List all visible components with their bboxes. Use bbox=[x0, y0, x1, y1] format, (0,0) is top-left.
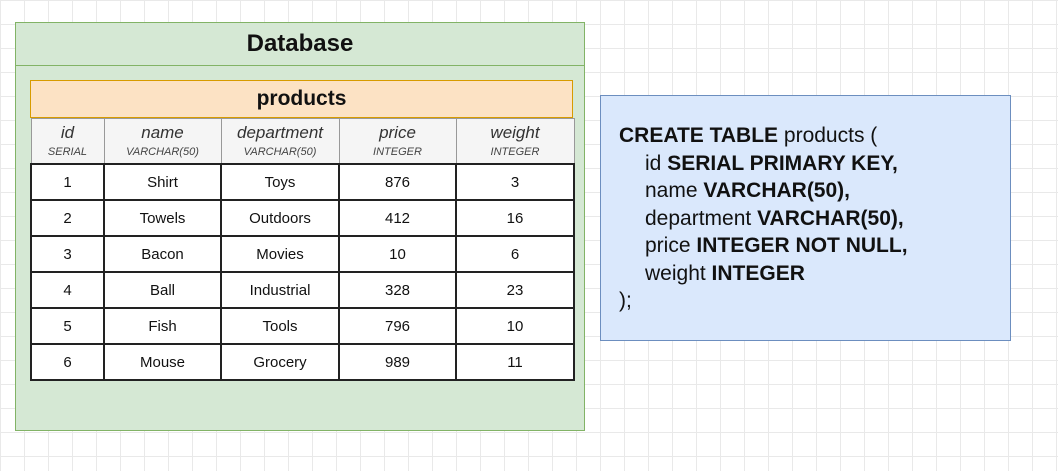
column-header-department: department VARCHAR(50) bbox=[220, 118, 340, 165]
table-cell: 10 bbox=[455, 307, 575, 345]
table-cell: Towels bbox=[103, 199, 222, 237]
products-table-container: products id SERIAL name VARCHAR(50) depart… bbox=[30, 80, 575, 381]
sql-column-type: INTEGER NOT NULL, bbox=[696, 234, 908, 257]
database-container: Database products id SERIAL name VARCHAR(5… bbox=[15, 22, 585, 431]
sql-column-type: SERIAL PRIMARY KEY, bbox=[667, 151, 898, 175]
sql-column-name: name bbox=[645, 179, 698, 202]
table-cell: 23 bbox=[455, 271, 575, 309]
table-cell: 989 bbox=[338, 343, 457, 381]
table-cell: 1 bbox=[30, 163, 105, 201]
sql-keyword: CREATE TABLE bbox=[619, 124, 779, 147]
table-cell: 876 bbox=[338, 163, 457, 201]
sql-column-type: INTEGER bbox=[711, 261, 805, 285]
table-cell: 5 bbox=[30, 307, 105, 345]
column-type: VARCHAR(50) bbox=[126, 146, 199, 158]
sql-column-name: price bbox=[645, 234, 691, 257]
table-cell: Movies bbox=[220, 235, 340, 273]
table-cell: 10 bbox=[338, 235, 457, 273]
table-cell: 412 bbox=[338, 199, 457, 237]
table-cell: 6 bbox=[455, 235, 575, 273]
column-type: SERIAL bbox=[47, 146, 88, 158]
table-cell: 3 bbox=[455, 163, 575, 201]
column-type: INTEGER bbox=[490, 146, 540, 158]
table-cell: 796 bbox=[338, 307, 457, 345]
table-cell: Mouse bbox=[103, 343, 222, 381]
table-row: 6 Mouse Grocery 989 11 bbox=[30, 343, 575, 381]
table-row: 4 Ball Industrial 328 23 bbox=[30, 271, 575, 309]
sql-column-name: department bbox=[645, 206, 752, 230]
table-row: 5 Fish Tools 796 10 bbox=[30, 307, 575, 345]
sql-column-type: VARCHAR(50), bbox=[703, 179, 850, 202]
sql-column-type: VARCHAR(50), bbox=[757, 206, 904, 230]
column-header-weight: weight INTEGER bbox=[455, 118, 575, 165]
column-name: department bbox=[237, 123, 323, 142]
table-cell: Toys bbox=[220, 163, 340, 201]
table-cell: 2 bbox=[30, 199, 105, 237]
column-type: VARCHAR(50) bbox=[243, 146, 317, 158]
table-cell: Outdoors bbox=[220, 199, 340, 237]
sql-line-department: department VARCHAR(50), bbox=[619, 205, 1010, 233]
table-cell: 6 bbox=[30, 343, 105, 381]
column-type: INTEGER bbox=[373, 146, 422, 158]
table-row: 1 Shirt Toys 876 3 bbox=[30, 163, 575, 201]
column-name: price bbox=[379, 123, 416, 142]
sql-column-name: weight bbox=[645, 261, 706, 285]
table-cell: Industrial bbox=[220, 271, 340, 309]
sql-table-name: products ( bbox=[778, 124, 878, 147]
sql-line-id: id SERIAL PRIMARY KEY, bbox=[619, 150, 1010, 178]
sql-line-price: price INTEGER NOT NULL, bbox=[619, 232, 1010, 260]
table-cell: Bacon bbox=[103, 235, 222, 273]
column-name: weight bbox=[490, 123, 540, 142]
table-cell: Tools bbox=[220, 307, 340, 345]
sql-column-name: id bbox=[645, 151, 662, 175]
table-cell: Shirt bbox=[103, 163, 222, 201]
sql-line-weight: weight INTEGER bbox=[619, 260, 1010, 288]
table-title: products bbox=[30, 80, 573, 118]
table-cell: 4 bbox=[30, 271, 105, 309]
sql-line-create: CREATE TABLE products ( bbox=[619, 122, 1010, 150]
column-header-price: price INTEGER bbox=[338, 118, 457, 165]
table-cell: 11 bbox=[455, 343, 575, 381]
sql-line-close: ); bbox=[619, 289, 632, 312]
table-row: 3 Bacon Movies 10 6 bbox=[30, 235, 575, 273]
table-cell: Ball bbox=[103, 271, 222, 309]
table-cell: 328 bbox=[338, 271, 457, 309]
database-title: Database bbox=[16, 23, 584, 66]
table-header-row: id SERIAL name VARCHAR(50) department VARCH… bbox=[30, 118, 575, 165]
table-row: 2 Towels Outdoors 412 16 bbox=[30, 199, 575, 237]
column-header-id: id SERIAL bbox=[30, 118, 105, 165]
column-name: id bbox=[60, 123, 75, 142]
column-name: name bbox=[141, 123, 184, 142]
table-cell: 3 bbox=[30, 235, 105, 273]
table-cell: Grocery bbox=[220, 343, 340, 381]
products-table: id SERIAL name VARCHAR(50) department VARCH… bbox=[30, 118, 575, 381]
table-cell: 16 bbox=[455, 199, 575, 237]
sql-line-name: name VARCHAR(50), bbox=[619, 177, 1010, 205]
table-cell: Fish bbox=[103, 307, 222, 345]
column-header-name: name VARCHAR(50) bbox=[103, 118, 222, 165]
sql-create-statement: CREATE TABLE products ( id SERIAL PRIMAR… bbox=[600, 95, 1011, 341]
